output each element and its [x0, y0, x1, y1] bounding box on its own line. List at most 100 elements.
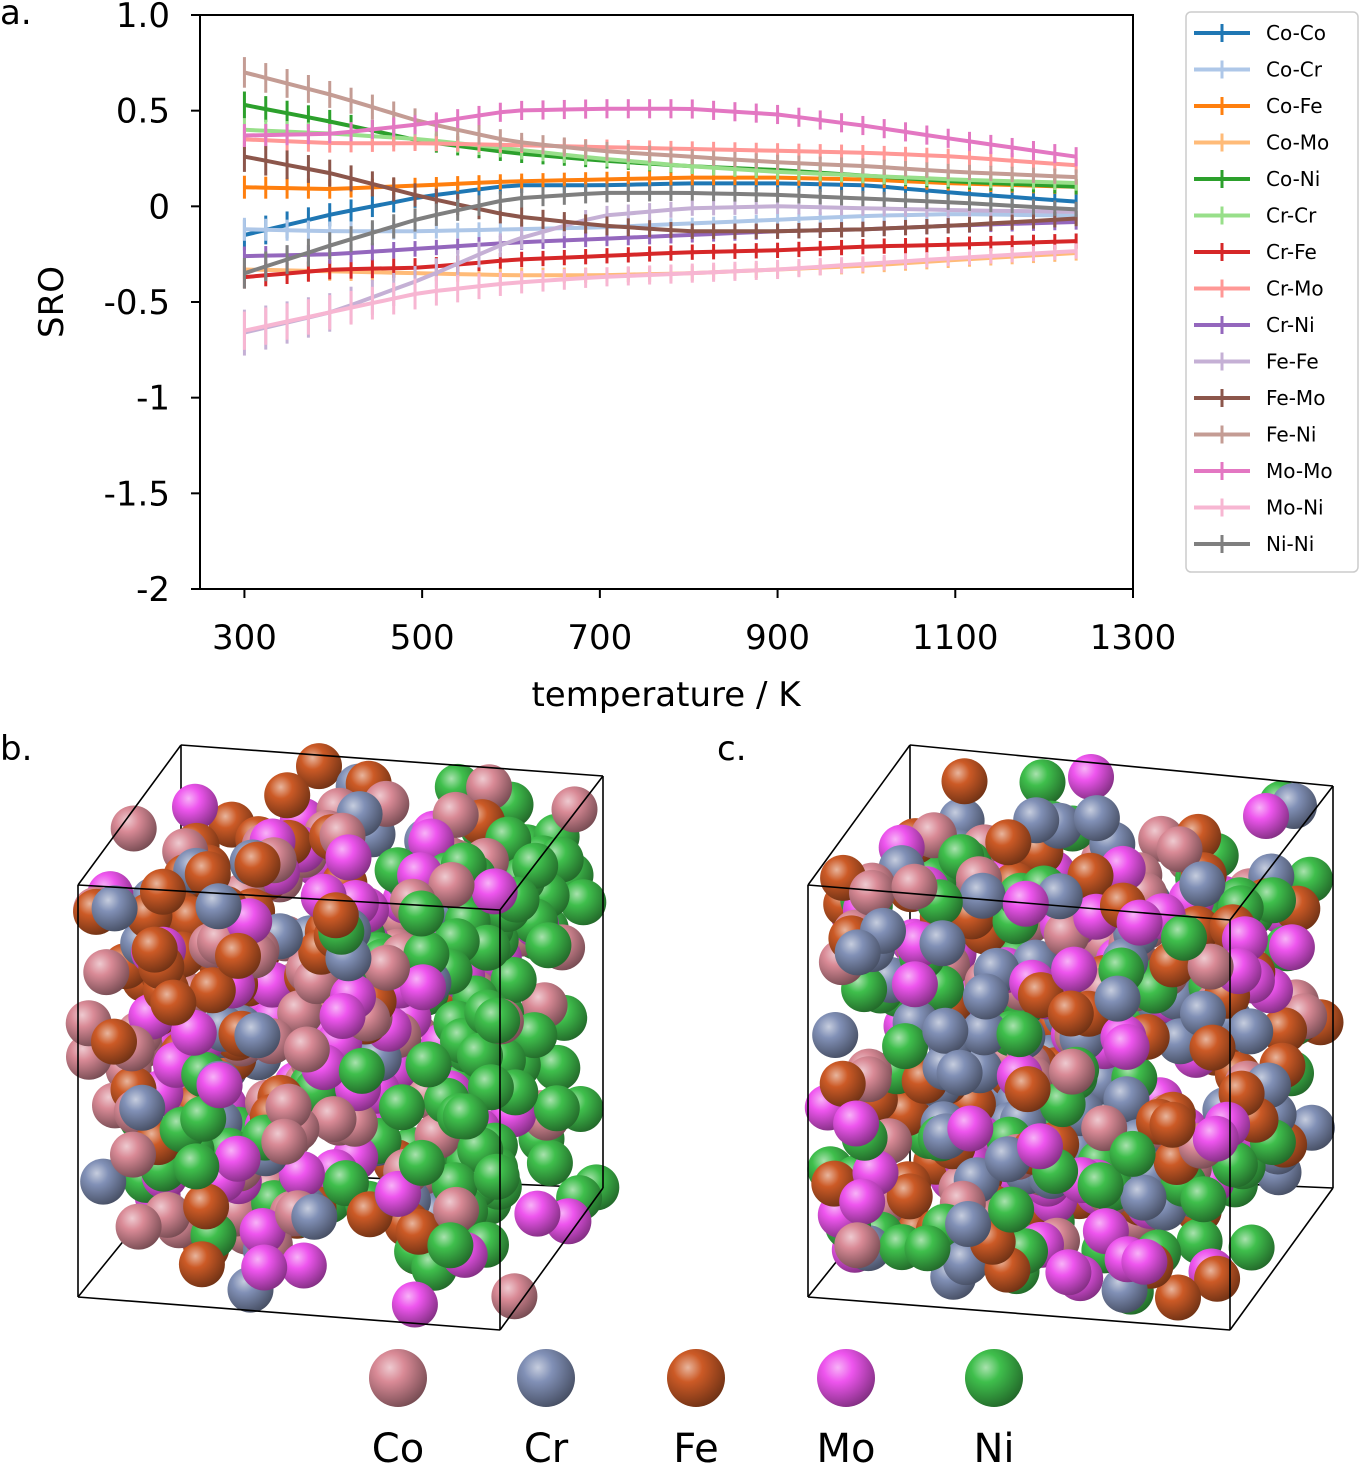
legend-entry: Cr-Mo [1194, 277, 1324, 301]
element-legend-co: Co [369, 1349, 427, 1472]
atom-mo [1068, 754, 1114, 800]
series-line [244, 154, 1077, 234]
atom-ni [534, 1044, 581, 1091]
series-line [243, 181, 1077, 237]
legend-entry: Fe-Fe [1194, 350, 1319, 374]
series-line [243, 70, 1077, 180]
atom-ni [442, 1093, 489, 1140]
x-tick-label: 500 [390, 618, 455, 658]
atom-fe [1194, 1255, 1241, 1302]
atom-mo [239, 1208, 286, 1254]
atom-co [83, 949, 130, 996]
atom-ni [1077, 1162, 1124, 1209]
atom-mo [1051, 946, 1098, 993]
series-fe-fe [242, 198, 1078, 356]
atom-fe [189, 967, 236, 1014]
atom-co [491, 1273, 538, 1320]
atom-mo [391, 1281, 438, 1328]
atom-co [310, 1096, 357, 1143]
atom-ni [560, 879, 607, 926]
atom-cr [119, 1084, 166, 1131]
legend-label: Ni-Ni [1266, 532, 1314, 556]
atom-mo [172, 783, 218, 830]
atom-mo [319, 993, 366, 1039]
element-swatch [517, 1349, 575, 1407]
legend-label: Fe-Fe [1266, 350, 1319, 374]
series-line [244, 127, 1077, 185]
panel-label-a: a. [0, 0, 32, 33]
series-fe-mo [242, 141, 1078, 239]
series-mo-mo [242, 99, 1078, 167]
atom-mo [947, 1105, 994, 1152]
element-legend-fe: Fe [667, 1349, 725, 1472]
atom-mo [1192, 1115, 1239, 1162]
x-axis-label: temperature / K [531, 675, 802, 715]
series-ni-ni [242, 183, 1078, 289]
legend-label: Cr-Mo [1266, 277, 1324, 301]
atom-fe [178, 1241, 225, 1288]
atom-ni [1109, 1130, 1156, 1177]
element-swatch [965, 1349, 1023, 1407]
atom-ni [427, 1222, 474, 1269]
sro-chart: 300 500 700 900 1100 1300 1.0 0.5 0 -0.5 -1 -1.5 -2… [32, 0, 1176, 715]
atom-mo [325, 834, 372, 881]
atom-cr [291, 1193, 338, 1240]
series-cr-fe [242, 233, 1078, 289]
atom-ni [398, 1139, 445, 1186]
legend-entry: Co-Fe [1194, 94, 1323, 118]
atom-fe [150, 979, 197, 1026]
y-tick-label: 0.5 [116, 92, 170, 132]
atom-cr [834, 929, 881, 976]
element-label: Fe [673, 1426, 718, 1468]
y-tick-label: -0.5 [104, 283, 170, 323]
atom-mo [514, 1190, 561, 1237]
legend-entry: Co-Co [1194, 21, 1326, 45]
atom-co [1049, 1048, 1095, 1095]
atom-co [834, 1222, 881, 1269]
atom-ni [1180, 1176, 1227, 1223]
atom-ni [526, 1140, 573, 1186]
legend-entry: Mo-Ni [1194, 496, 1324, 520]
atom-ni [512, 842, 559, 889]
atom-fe [1189, 1024, 1236, 1071]
atom-cr [1179, 861, 1226, 908]
atom-ni [473, 1153, 520, 1200]
atom-fe [312, 892, 359, 939]
x-axis-ticks: 300 500 700 900 1100 1300 [212, 589, 1176, 658]
atom-mo [241, 1244, 288, 1291]
atom-fe [131, 926, 178, 973]
box-edge [77, 744, 182, 886]
series-line [243, 190, 1077, 276]
atom-ni [525, 922, 572, 969]
legend-entry: Ni-Ni [1194, 532, 1314, 556]
box-edge [1229, 785, 1334, 921]
legend-label: Co-Co [1266, 21, 1326, 45]
atom-box-b [65, 743, 620, 1331]
legend-items: Co-Co Co-Cr Co-Fe Co-Mo Co-Ni Cr-Cr Cr-Fe Cr-Mo… [1194, 21, 1333, 556]
legend-entry: Co-Mo [1194, 131, 1329, 155]
box-edge [77, 884, 501, 911]
atom-co [265, 1083, 312, 1130]
element-swatch [817, 1349, 875, 1407]
legend-entry: Cr-Cr [1194, 204, 1317, 228]
atom-mo [839, 1178, 886, 1225]
atom-ni [322, 1160, 369, 1207]
atom-ni [904, 1225, 951, 1272]
series-mo-ni [242, 243, 1078, 350]
legend-entry: Co-Cr [1194, 58, 1323, 82]
atom-cr [922, 1007, 969, 1054]
plot-frame [199, 14, 1134, 590]
atom-mo [214, 1135, 261, 1182]
atom-fe [1155, 1274, 1201, 1321]
series-line [244, 106, 1077, 159]
legend-label: Fe-Ni [1266, 423, 1316, 447]
atom-fe [234, 841, 281, 888]
legend-label: Cr-Cr [1266, 204, 1317, 228]
atoms [804, 754, 1344, 1321]
atom-ni [882, 1023, 929, 1070]
atom-ni [1019, 759, 1066, 806]
element-label: Mo [817, 1426, 876, 1468]
atom-mo [196, 1062, 243, 1109]
element-label: Co [372, 1426, 424, 1468]
